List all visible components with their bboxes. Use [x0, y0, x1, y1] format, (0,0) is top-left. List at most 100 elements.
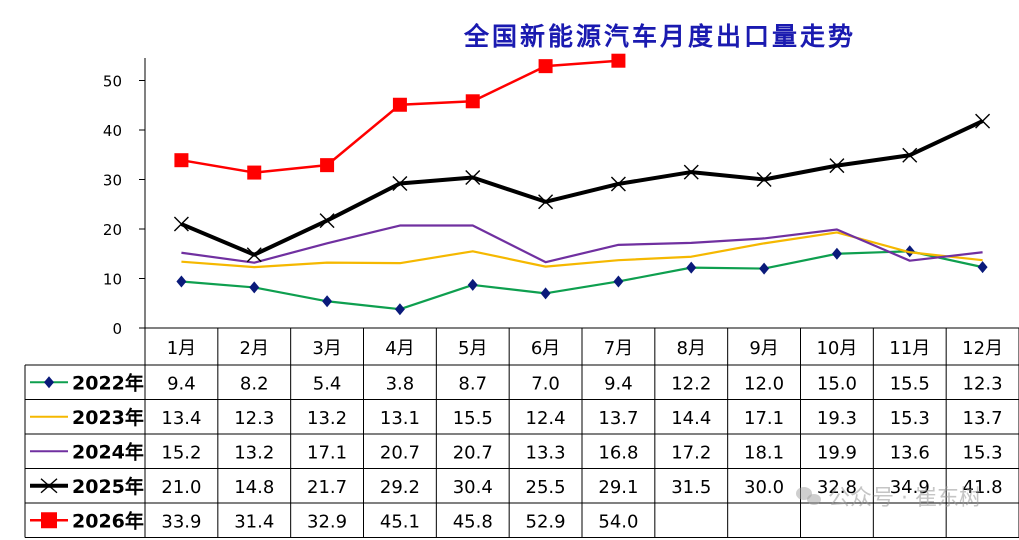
- x-tick-label: 1月: [167, 338, 196, 359]
- data-point: [246, 247, 262, 263]
- data-label: 7.0: [531, 373, 560, 394]
- data-label: 21.0: [161, 477, 201, 498]
- series-lines: [173, 53, 991, 316]
- data-label: 45.8: [453, 511, 493, 532]
- data-point: [465, 170, 481, 186]
- data-point: [759, 262, 770, 275]
- watermark: 公众号 · 崔东树: [796, 480, 981, 512]
- data-label: 25.5: [526, 477, 566, 498]
- data-point: [322, 295, 333, 308]
- y-tick-label: 0: [112, 320, 122, 338]
- wechat-icon: [796, 485, 822, 507]
- data-point: [465, 94, 480, 109]
- legend-label: 2023年: [72, 406, 144, 429]
- data-point: [831, 247, 842, 260]
- y-axis: 0 10 20 30 40 50: [103, 58, 146, 338]
- data-label: 12.0: [744, 373, 784, 394]
- data-label: 13.1: [380, 408, 420, 429]
- data-label: 32.8: [817, 477, 857, 498]
- data-label: 15.5: [890, 373, 930, 394]
- x-tick-label: 11月: [889, 338, 930, 359]
- x-tick-label: 10月: [816, 338, 857, 359]
- data-point: [756, 172, 772, 187]
- data-label: 34.9: [890, 477, 930, 498]
- data-point: [176, 275, 187, 288]
- data-point: [392, 97, 407, 112]
- data-label: 17.2: [671, 442, 711, 463]
- data-point: [467, 278, 478, 291]
- data-label: 30.0: [744, 477, 784, 498]
- x-tick-label: 12月: [962, 338, 1003, 359]
- data-point: [611, 53, 626, 68]
- data-label: 12.2: [671, 373, 711, 394]
- data-point: [249, 281, 260, 294]
- series-line: [180, 119, 984, 257]
- data-label: 13.2: [307, 408, 347, 429]
- legend-label: 2022年: [72, 371, 144, 394]
- data-label: 29.2: [380, 477, 420, 498]
- data-label: 17.1: [744, 408, 784, 429]
- data-label: 12.3: [234, 408, 274, 429]
- data-label: 17.1: [307, 442, 347, 463]
- y-tick-label: 20: [103, 221, 122, 239]
- data-point: [320, 158, 335, 173]
- x-tick-label: 3月: [312, 338, 341, 359]
- data-point: [829, 158, 845, 174]
- data-label: 13.7: [963, 408, 1003, 429]
- data-point: [173, 216, 189, 232]
- x-tick-label: 9月: [749, 338, 778, 359]
- x-tick-label: 5月: [458, 338, 487, 359]
- data-label: 45.1: [380, 511, 420, 532]
- data-label: 12.4: [526, 408, 566, 429]
- data-label: 12.3: [963, 373, 1003, 394]
- data-label: 13.7: [598, 408, 638, 429]
- data-label: 15.3: [963, 442, 1003, 463]
- data-point: [247, 165, 262, 180]
- x-tick-label: 6月: [531, 338, 560, 359]
- y-tick-label: 50: [103, 73, 122, 91]
- legend-key-marker: [40, 478, 58, 494]
- data-label: 41.8: [963, 477, 1003, 498]
- x-tick-label: 7月: [604, 338, 633, 359]
- legend-key-marker: [44, 376, 54, 389]
- data-table: 1月 2月 3月 4月 5月 6月 7月 8月 9月 10月 11月 12月 2022年 9.4 8.2 5.…: [24, 327, 1019, 538]
- legend-label: 2025年: [72, 475, 144, 498]
- data-label: 32.9: [307, 511, 347, 532]
- data-label: 13.4: [161, 408, 201, 429]
- watermark-text: 公众号 · 崔东树: [828, 486, 981, 511]
- data-label: 13.3: [526, 442, 566, 463]
- data-label: 21.7: [307, 477, 347, 498]
- data-label: 15.0: [817, 373, 857, 394]
- data-point: [538, 194, 554, 210]
- legend-label: 2026年: [72, 509, 144, 532]
- data-label: 20.7: [453, 442, 493, 463]
- data-label: 9.4: [604, 373, 633, 394]
- chart-title: 全国新能源汽车月度出口量走势: [463, 22, 856, 51]
- data-label: 14.4: [671, 408, 711, 429]
- data-point: [683, 164, 699, 180]
- x-tick-label: 2月: [240, 338, 269, 359]
- data-label: 18.1: [744, 442, 784, 463]
- series-line: [181, 250, 983, 311]
- data-label: 54.0: [598, 511, 638, 532]
- data-label: 3.8: [386, 373, 415, 394]
- data-label: 33.9: [161, 511, 201, 532]
- data-label: 31.5: [671, 477, 711, 498]
- data-point: [686, 261, 697, 274]
- data-label: 16.8: [598, 442, 638, 463]
- data-point: [610, 176, 626, 192]
- y-tick-label: 10: [103, 271, 122, 289]
- data-label: 15.5: [453, 408, 493, 429]
- series-1: [176, 245, 988, 316]
- x-tick-label: 4月: [385, 338, 414, 359]
- data-point: [538, 59, 553, 74]
- data-label: 5.4: [313, 373, 342, 394]
- data-point: [902, 147, 918, 163]
- data-label: 29.1: [598, 477, 638, 498]
- data-point: [613, 275, 624, 288]
- legend-label: 2024年: [72, 440, 144, 463]
- data-point: [392, 175, 408, 191]
- series-line: [181, 224, 983, 264]
- data-label: 31.4: [234, 511, 274, 532]
- data-point: [174, 153, 189, 168]
